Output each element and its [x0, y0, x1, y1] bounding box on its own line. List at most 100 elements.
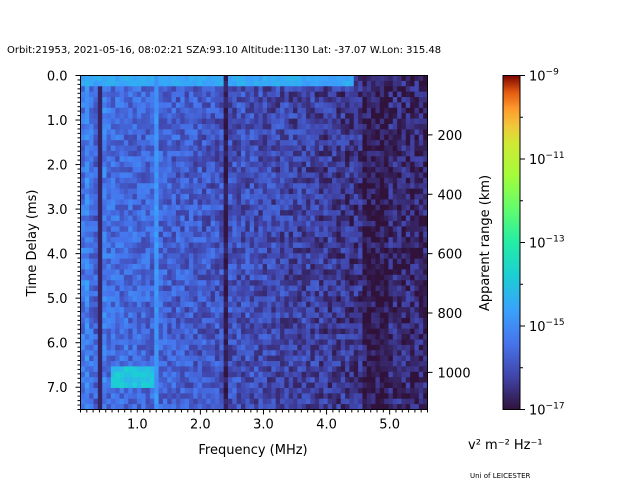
heatmap-cell: [371, 334, 376, 340]
heatmap-cell: [332, 355, 337, 362]
heatmap-cell: [193, 312, 199, 319]
heatmap-cell: [349, 387, 355, 394]
heatmap-cell: [214, 339, 220, 346]
heatmap-cell: [158, 382, 164, 389]
heatmap-cell: [392, 210, 398, 216]
heatmap-cell: [353, 247, 359, 254]
heatmap-cell: [180, 371, 185, 378]
heatmap-cell: [80, 361, 86, 367]
heatmap-cell: [219, 269, 225, 276]
heatmap-cell: [197, 377, 203, 383]
heatmap-cell: [119, 123, 125, 130]
heatmap-cell: [102, 97, 107, 103]
heatmap-cell: [158, 86, 164, 93]
heatmap-cell: [223, 280, 229, 286]
heatmap-cell: [310, 242, 316, 249]
heatmap-cell: [115, 118, 120, 125]
heatmap-cell: [128, 215, 133, 222]
heatmap-cell: [314, 215, 320, 222]
heatmap-cell: [249, 247, 255, 254]
heatmap-cell: [366, 350, 372, 357]
heatmap-cell: [245, 258, 251, 265]
heatmap-cell: [362, 86, 368, 93]
heatmap-cell: [97, 312, 103, 319]
heatmap-cell: [188, 226, 194, 233]
heatmap-cell: [405, 199, 411, 206]
heatmap-cell: [240, 290, 246, 297]
heatmap-cell: [323, 161, 329, 168]
heatmap-cell: [358, 323, 363, 330]
heatmap-cell: [414, 285, 420, 292]
heatmap-cell: [323, 398, 329, 405]
heatmap-cell: [418, 371, 424, 378]
heatmap-cell: [123, 398, 129, 405]
heatmap-cell: [306, 194, 311, 200]
heatmap-cell: [414, 344, 420, 351]
heatmap-cell: [136, 264, 142, 270]
heatmap-cell: [410, 215, 415, 222]
heatmap-cell: [80, 80, 86, 87]
heatmap-cell: [128, 210, 133, 216]
heatmap-cell: [214, 188, 220, 195]
heatmap-cell: [171, 215, 177, 222]
heatmap-cell: [167, 269, 172, 276]
heatmap-cell: [340, 301, 346, 308]
heatmap-cell: [115, 204, 120, 211]
heatmap-cell: [149, 80, 155, 87]
heatmap-cell: [245, 387, 251, 394]
heatmap-cell: [267, 220, 272, 227]
heatmap-cell: [184, 167, 190, 173]
heatmap-cell: [110, 161, 116, 168]
heatmap-cell: [136, 366, 142, 373]
heatmap-cell: [180, 172, 185, 179]
heatmap-cell: [232, 328, 238, 335]
heatmap-cell: [89, 215, 94, 222]
heatmap-cell: [401, 301, 407, 308]
heatmap-cell: [310, 183, 316, 190]
heatmap-cell: [336, 150, 342, 157]
heatmap-cell: [271, 199, 277, 206]
heatmap-cell: [366, 134, 372, 141]
heatmap-cell: [219, 194, 225, 200]
heatmap-cell: [327, 366, 333, 373]
heatmap-cell: [162, 382, 168, 389]
heatmap-cell: [93, 97, 99, 103]
heatmap-cell: [275, 140, 281, 146]
heatmap-cell: [401, 285, 407, 292]
heatmap-cell: [293, 247, 298, 254]
heatmap-cell: [115, 264, 120, 270]
heatmap-cell: [240, 210, 246, 216]
heatmap-cell: [175, 350, 181, 357]
heatmap-cell: [197, 150, 203, 157]
heatmap-cell: [414, 226, 420, 233]
heatmap-cell: [345, 296, 350, 303]
heatmap-cell: [175, 118, 181, 125]
heatmap-cell: [249, 86, 255, 93]
heatmap-cell: [89, 172, 94, 179]
heatmap-cell: [245, 377, 251, 383]
heatmap-cell: [154, 123, 159, 130]
heatmap-cell: [193, 156, 199, 163]
heatmap-cell: [171, 339, 177, 346]
heatmap-cell: [97, 167, 103, 173]
heatmap-cell: [392, 264, 398, 270]
heatmap-cell: [106, 80, 112, 87]
heatmap-cell: [132, 290, 138, 297]
heatmap-cell: [80, 280, 86, 286]
heatmap-cell: [149, 226, 155, 233]
heatmap-cell: [423, 398, 428, 405]
heatmap-cell: [236, 398, 242, 405]
heatmap-cell: [349, 156, 355, 163]
heatmap-cell: [262, 172, 268, 179]
heatmap-cell: [362, 107, 368, 114]
heatmap-cell: [310, 188, 316, 195]
heatmap-cell: [327, 398, 333, 405]
heatmap-cell: [410, 123, 415, 130]
heatmap-cell: [293, 280, 298, 286]
heatmap-cell: [310, 377, 316, 383]
heatmap-cell: [223, 312, 229, 319]
heatmap-cell: [184, 129, 190, 136]
heatmap-cell: [418, 183, 424, 190]
heatmap-cell: [158, 237, 164, 243]
heatmap-cell: [227, 334, 233, 340]
